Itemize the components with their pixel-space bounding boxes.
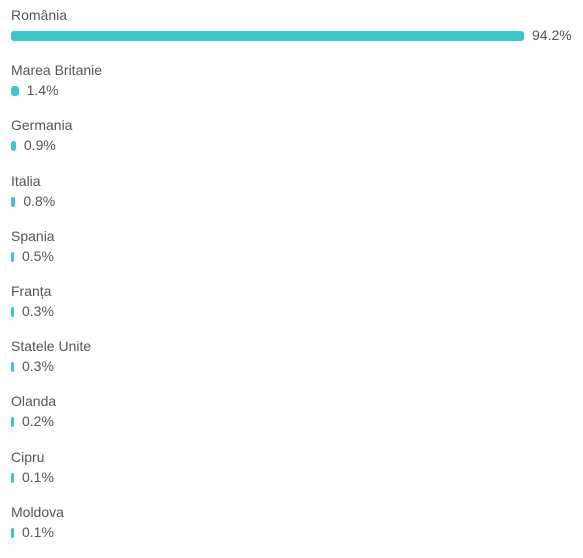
bar: [11, 472, 14, 483]
bar-row: Olanda 0.2%: [11, 392, 581, 447]
bar: [11, 86, 19, 97]
bar-row: Moldova 0.1%: [11, 503, 581, 558]
category-label: Olanda: [11, 393, 57, 410]
bar: [11, 307, 14, 317]
bar: [11, 527, 14, 538]
bar: [11, 141, 16, 152]
bar-row: Franța 0.3%: [11, 282, 581, 337]
bar-row: România 94.2%: [11, 6, 581, 61]
category-label: Italia: [11, 172, 41, 189]
value-label: 94.2%: [532, 27, 572, 43]
category-label: România: [11, 7, 68, 23]
category-label: Marea Britanie: [11, 62, 103, 79]
value-label: 0.2%: [22, 413, 54, 430]
bar-row: Spania 0.5%: [11, 227, 581, 282]
value-label: 0.5%: [22, 247, 54, 264]
bar-row: Italia 0.8%: [11, 172, 581, 227]
bar: [11, 362, 14, 373]
bar: [11, 417, 14, 428]
category-label: Spania: [11, 227, 55, 244]
bar-row: Germania 0.9%: [11, 116, 581, 171]
category-label: Franța: [11, 283, 52, 299]
value-label: 0.8%: [23, 192, 56, 209]
value-label: 0.9%: [23, 137, 56, 154]
category-label: Moldova: [11, 503, 64, 520]
bar: [11, 196, 16, 207]
bar: [11, 31, 524, 41]
value-label: 0.1%: [22, 468, 54, 485]
bar-row: Cipru 0.1%: [11, 448, 581, 503]
value-label: 0.3%: [22, 303, 54, 319]
category-label: Cipru: [11, 448, 45, 465]
category-label: Statele Unite: [11, 338, 92, 355]
bar-row: Statele Unite 0.3%: [11, 337, 581, 392]
bar-row: Marea Britanie 1.4%: [11, 61, 581, 116]
value-label: 0.3%: [22, 358, 54, 375]
value-label: 0.1%: [22, 523, 54, 540]
bar: [11, 251, 14, 262]
value-label: 1.4%: [26, 82, 59, 99]
category-label: Germania: [11, 117, 73, 134]
